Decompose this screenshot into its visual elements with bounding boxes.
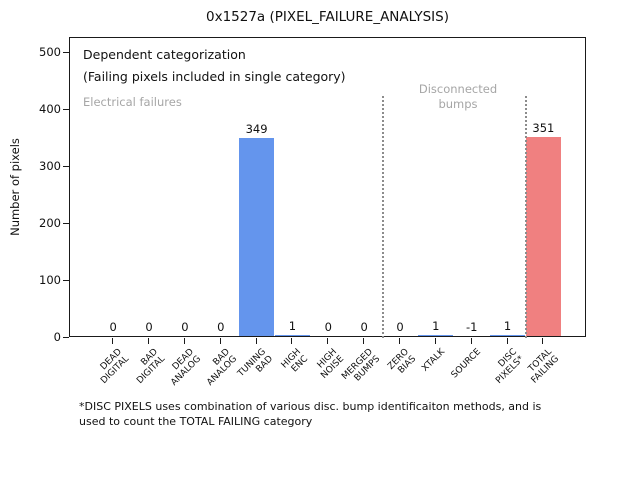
bar-value-high-enc: 1 bbox=[288, 319, 297, 333]
bar-tuning-bad bbox=[239, 137, 275, 336]
bar-value-dead-digital: 0 bbox=[109, 320, 117, 334]
x-tick-dead-analog bbox=[183, 338, 185, 344]
x-tick-label-total-failing: TOTAL FAILING bbox=[527, 347, 562, 386]
x-tick-label-dead-digital: DEAD DIGITAL bbox=[99, 347, 132, 387]
x-tick-disc-pixels bbox=[506, 338, 508, 344]
annotation-disconnected-bumps: Disconnected bumps bbox=[418, 82, 498, 111]
y-tick-200 bbox=[63, 222, 69, 224]
category-separator-line bbox=[525, 96, 528, 338]
bar-value-bad-analog: 0 bbox=[217, 320, 225, 334]
x-tick-zero-bias bbox=[399, 338, 400, 344]
bar-value-dead-analog: 0 bbox=[181, 320, 189, 334]
x-tick-xtalk bbox=[434, 338, 436, 344]
x-tick-merged-bumps bbox=[363, 338, 365, 344]
x-tick-label-xtalk: XTALK bbox=[420, 347, 447, 374]
bar-value-source: -1 bbox=[465, 320, 478, 334]
x-tick-label-bad-digital: BAD DIGITAL bbox=[135, 347, 168, 387]
x-tick-label-source: SOURCE bbox=[449, 347, 483, 381]
x-tick-high-enc bbox=[291, 338, 293, 344]
footnote: *DISC PIXELS uses combination of various… bbox=[79, 400, 542, 428]
x-tick-dead-digital bbox=[112, 338, 114, 344]
annotation-electrical-failures: Electrical failures bbox=[83, 95, 182, 109]
bar-value-merged-bumps: 0 bbox=[360, 320, 368, 334]
x-tick-bad-analog bbox=[219, 338, 221, 344]
x-tick-label-high-enc: HIGH ENC bbox=[280, 347, 311, 375]
x-tick-label-dead-analog: DEAD ANALOG bbox=[169, 347, 204, 388]
plot-area: Dependent categorization (Failing pixels… bbox=[69, 37, 586, 338]
category-separator-line bbox=[382, 96, 385, 338]
y-tick-400 bbox=[63, 109, 69, 111]
bar-value-total-failing: 351 bbox=[532, 120, 555, 135]
y-tick-300 bbox=[63, 166, 69, 168]
x-tick-source bbox=[470, 338, 472, 344]
bar-value-bad-digital: 0 bbox=[145, 320, 153, 334]
y-tick-label-400: 400 bbox=[39, 102, 61, 117]
x-tick-bad-digital bbox=[148, 338, 150, 344]
y-axis-label: Number of pixels bbox=[8, 138, 22, 236]
y-tick-label-300: 300 bbox=[39, 159, 61, 174]
x-tick-label-bad-analog: BAD ANALOG bbox=[205, 347, 239, 388]
x-tick-label-tuning-bad: TUNING BAD bbox=[235, 347, 275, 379]
annotation-dependent-categorization: Dependent categorization bbox=[83, 47, 246, 62]
y-tick-100 bbox=[63, 279, 69, 281]
bar-xtalk bbox=[418, 335, 454, 336]
bar-value-xtalk: 1 bbox=[432, 319, 440, 333]
bar-value-high-noise: 0 bbox=[324, 320, 332, 334]
y-tick-label-0: 0 bbox=[53, 329, 61, 344]
x-tick-label-disc-pixels: DISC PIXELS* bbox=[493, 347, 526, 387]
x-tick-label-zero-bias: ZERO BIAS bbox=[386, 347, 419, 376]
bar-value-tuning-bad: 349 bbox=[245, 121, 268, 136]
annotation-single-category: (Failing pixels included in single categ… bbox=[83, 69, 346, 84]
bar-value-disc-pixels: 1 bbox=[503, 319, 512, 333]
y-tick-label-200: 200 bbox=[39, 215, 61, 230]
bar-value-zero-bias: 0 bbox=[396, 320, 404, 334]
y-tick-500 bbox=[63, 52, 69, 54]
y-tick-0 bbox=[63, 336, 69, 338]
x-tick-high-noise bbox=[327, 338, 329, 344]
x-tick-label-merged-bumps: MERGED BUMPS bbox=[340, 347, 383, 384]
bar-high-enc bbox=[274, 335, 310, 336]
bar-total-failing bbox=[525, 136, 561, 336]
y-tick-label-500: 500 bbox=[39, 45, 61, 60]
y-tick-label-100: 100 bbox=[39, 272, 61, 287]
x-tick-total-failing bbox=[542, 338, 544, 344]
chart-title: 0x1527a (PIXEL_FAILURE_ANALYSIS) bbox=[206, 9, 449, 25]
x-tick-tuning-bad bbox=[255, 338, 257, 344]
bar-disc-pixels bbox=[490, 335, 526, 336]
